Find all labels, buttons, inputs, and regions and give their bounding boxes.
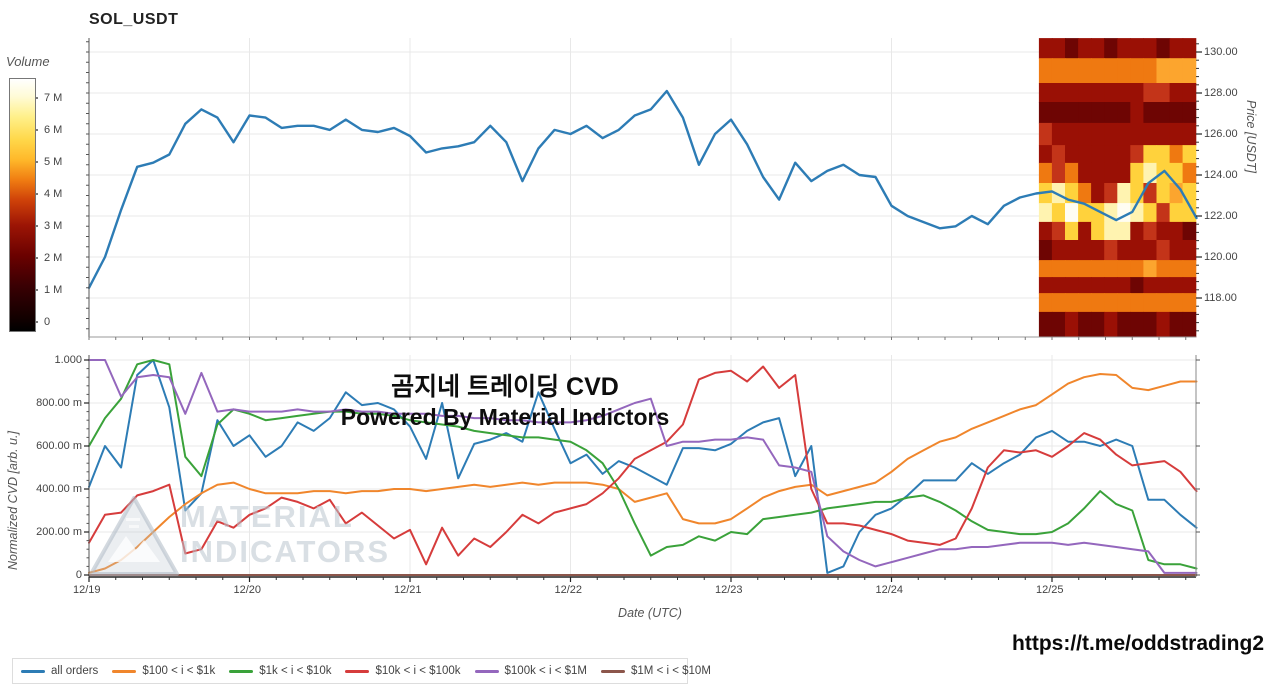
legend-swatch-icon: [21, 669, 45, 673]
legend-label: $100k < i < $1M: [504, 665, 587, 677]
date-tick-label: 12/25: [1036, 584, 1064, 596]
date-tick-label: 12/23: [715, 584, 743, 596]
legend-label: $100 < i < $1k: [142, 665, 216, 677]
date-tick-label: 12/19: [73, 584, 101, 596]
legend-swatch-icon: [601, 669, 625, 673]
legend-item[interactable]: $100 < i < $1k: [112, 665, 215, 677]
date-tick-label: 12/20: [233, 584, 262, 596]
price-axis-title: Price [USDT]: [1244, 100, 1258, 173]
cvd-tick-label: 200.00 m: [36, 526, 82, 538]
volume-colorbar-label: Volume: [6, 54, 50, 69]
legend-label: $1M < i < $10M: [631, 665, 711, 677]
legend-swatch-icon: [112, 669, 137, 673]
legend-label: $1k < i < $10k: [259, 665, 332, 677]
date-tick-label: 12/22: [554, 584, 583, 596]
legend-item[interactable]: $10k < i < $100k: [345, 665, 461, 677]
date-tick-label: 12/21: [394, 584, 422, 596]
price-tick-label: 130.00: [1204, 46, 1238, 58]
legend: all orders $100 < i < $1k $1k < i < $10k $1…: [12, 658, 711, 684]
price-tick-label: 128.00: [1204, 87, 1238, 99]
date-axis-title: Date (UTC): [618, 606, 682, 620]
volume-tick-label: 6 M: [44, 124, 63, 136]
volume-tick-label: 2 M: [44, 252, 63, 264]
legend-label: $10k < i < $100k: [375, 665, 461, 677]
cvd-axis-title: Normalized CVD [arb. u.]: [6, 431, 20, 570]
legend-item[interactable]: $1M < i < $10M: [601, 665, 711, 677]
price-tick-label: 118.00: [1204, 292, 1237, 304]
legend-swatch-icon: [345, 669, 370, 673]
price-tick-label: 126.00: [1204, 128, 1238, 140]
price-tick-label: 122.00: [1204, 210, 1238, 222]
volume-tick-label: 4 M: [44, 188, 63, 200]
volume-tick-label: 7 M: [44, 92, 63, 104]
legend-label: all orders: [51, 665, 99, 677]
cvd-tick-label: 800.00 m: [36, 397, 82, 409]
legend-item[interactable]: $1k < i < $10k: [229, 665, 331, 677]
legend-item[interactable]: all orders: [21, 665, 98, 677]
volume-tick-label: 5 M: [44, 156, 63, 168]
legend-swatch-icon: [474, 669, 499, 673]
price-tick-label: 120.00: [1204, 251, 1238, 263]
cvd-tick-label: 400.00 m: [36, 483, 82, 495]
price-tick-label: 124.00: [1204, 169, 1238, 181]
volume-tick-label: 0: [44, 316, 51, 328]
telegram-url: https://t.me/oddstrading2: [1012, 632, 1264, 655]
legend-swatch-icon: [229, 669, 254, 673]
cvd-tick-label: 0: [75, 569, 82, 581]
volume-tick-label: 3 M: [44, 220, 63, 232]
cvd-tick-label: 1.000: [54, 354, 82, 366]
legend-item[interactable]: $100k < i < $1M: [474, 665, 587, 677]
page-title: SOL_USDT: [89, 11, 179, 28]
cvd-tick-label: 600.00 m: [36, 440, 82, 452]
volume-tick-label: 1 M: [44, 284, 63, 296]
date-tick-label: 12/24: [875, 584, 904, 596]
volume-colorbar: [9, 78, 36, 332]
